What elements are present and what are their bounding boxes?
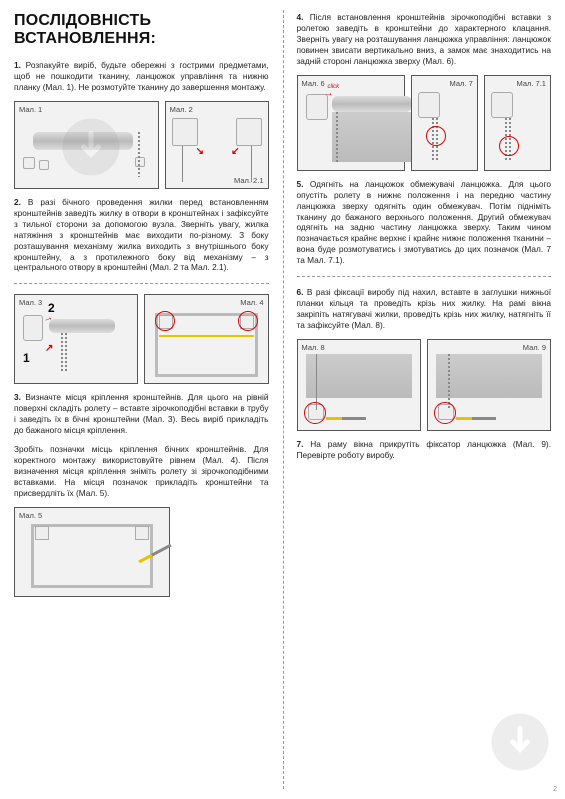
fig-label: Мал. 5 bbox=[19, 511, 42, 520]
fig-row-5: Мал. 8 Мал. 9 bbox=[297, 339, 552, 431]
figure-2: Мал. 2 Мал. 2.1 ↘ ↙ bbox=[165, 101, 269, 189]
figure-4: Мал. 4 bbox=[144, 294, 268, 384]
click-label: click bbox=[328, 84, 340, 90]
page-number: 2 bbox=[553, 786, 557, 793]
figure-7: Мал. 7 bbox=[411, 75, 478, 171]
figure-7-1: Мал. 7.1 bbox=[484, 75, 551, 171]
step-5-text: 5. Одягніть на ланцюжок обмежувачі ланцю… bbox=[297, 179, 552, 267]
right-column: 4. Після встановлення кронштейнів зірочк… bbox=[283, 0, 565, 799]
section-divider bbox=[14, 283, 269, 284]
screwdriver-icon bbox=[456, 417, 496, 420]
fig-label: Мал. 7.1 bbox=[517, 79, 546, 88]
step-3a-text: 3. Визначте місця кріплення кронштейнів.… bbox=[14, 392, 269, 436]
fig-row-4: Мал. 6 → click Мал. 7 Мал. 7.1 bbox=[297, 75, 552, 171]
step-1-text: 1. Розпакуйте виріб, будьте обережні з г… bbox=[14, 60, 269, 93]
step-4-text: 4. Після встановлення кронштейнів зірочк… bbox=[297, 12, 552, 67]
fig-label: Мал. 3 bbox=[19, 298, 42, 307]
page: ПОСЛІДОВНІСТЬ ВСТАНОВЛЕННЯ: 1. Розпакуйт… bbox=[0, 0, 565, 799]
fig-label: Мал. 8 bbox=[302, 343, 325, 352]
highlight-circle bbox=[499, 136, 519, 156]
callout-1: 1 bbox=[23, 351, 30, 365]
page-title: ПОСЛІДОВНІСТЬ ВСТАНОВЛЕННЯ: bbox=[14, 12, 269, 48]
highlight-circle bbox=[426, 126, 446, 146]
step-7-text: 7. На раму вікна прикрутіть фіксатор лан… bbox=[297, 439, 552, 461]
highlight-circle bbox=[304, 402, 326, 424]
fig-row-2: Мал. 3 → ↗ 2 1 Мал. 4 bbox=[14, 294, 269, 384]
highlight-circle bbox=[434, 402, 456, 424]
watermark-icon bbox=[60, 116, 122, 178]
highlight-circle bbox=[238, 311, 258, 331]
fig-label: Мал. 7 bbox=[450, 79, 473, 88]
arrow-icon: ↘ bbox=[196, 146, 204, 157]
fig-row-1: Мал. 1 Мал. 2 Мал. 2.1 ↘ ↙ bbox=[14, 101, 269, 189]
callout-2: 2 bbox=[48, 301, 55, 315]
fig-label: Мал. 4 bbox=[240, 298, 263, 307]
figure-5: Мал. 5 bbox=[14, 507, 170, 597]
screwdriver-icon bbox=[326, 417, 366, 420]
step-2-text: 2. В разі бічного проведення жилки перед… bbox=[14, 197, 269, 274]
fig-label: Мал. 2 bbox=[170, 105, 193, 114]
figure-6: Мал. 6 → click bbox=[297, 75, 405, 171]
arrow-icon: ↗ bbox=[45, 343, 53, 354]
left-column: ПОСЛІДОВНІСТЬ ВСТАНОВЛЕННЯ: 1. Розпакуйт… bbox=[0, 0, 283, 799]
figure-3: Мал. 3 → ↗ 2 1 bbox=[14, 294, 138, 384]
figure-1: Мал. 1 bbox=[14, 101, 159, 189]
fig-label: Мал. 2.1 bbox=[234, 176, 263, 185]
section-divider bbox=[297, 276, 552, 277]
figure-8: Мал. 8 bbox=[297, 339, 421, 431]
fig-row-3: Мал. 5 bbox=[14, 507, 269, 597]
figure-9: Мал. 9 bbox=[427, 339, 551, 431]
fig-label: Мал. 1 bbox=[19, 105, 42, 114]
step-3b-text: Зробіть позначки місць кріплення бічних … bbox=[14, 444, 269, 499]
arrow-icon: ↙ bbox=[231, 146, 239, 157]
watermark-icon bbox=[489, 711, 551, 773]
fig-label: Мал. 9 bbox=[523, 343, 546, 352]
step-6-text: 6. В разі фіксації виробу під нахил, вст… bbox=[297, 287, 552, 331]
fig-label: Мал. 6 bbox=[302, 79, 325, 88]
